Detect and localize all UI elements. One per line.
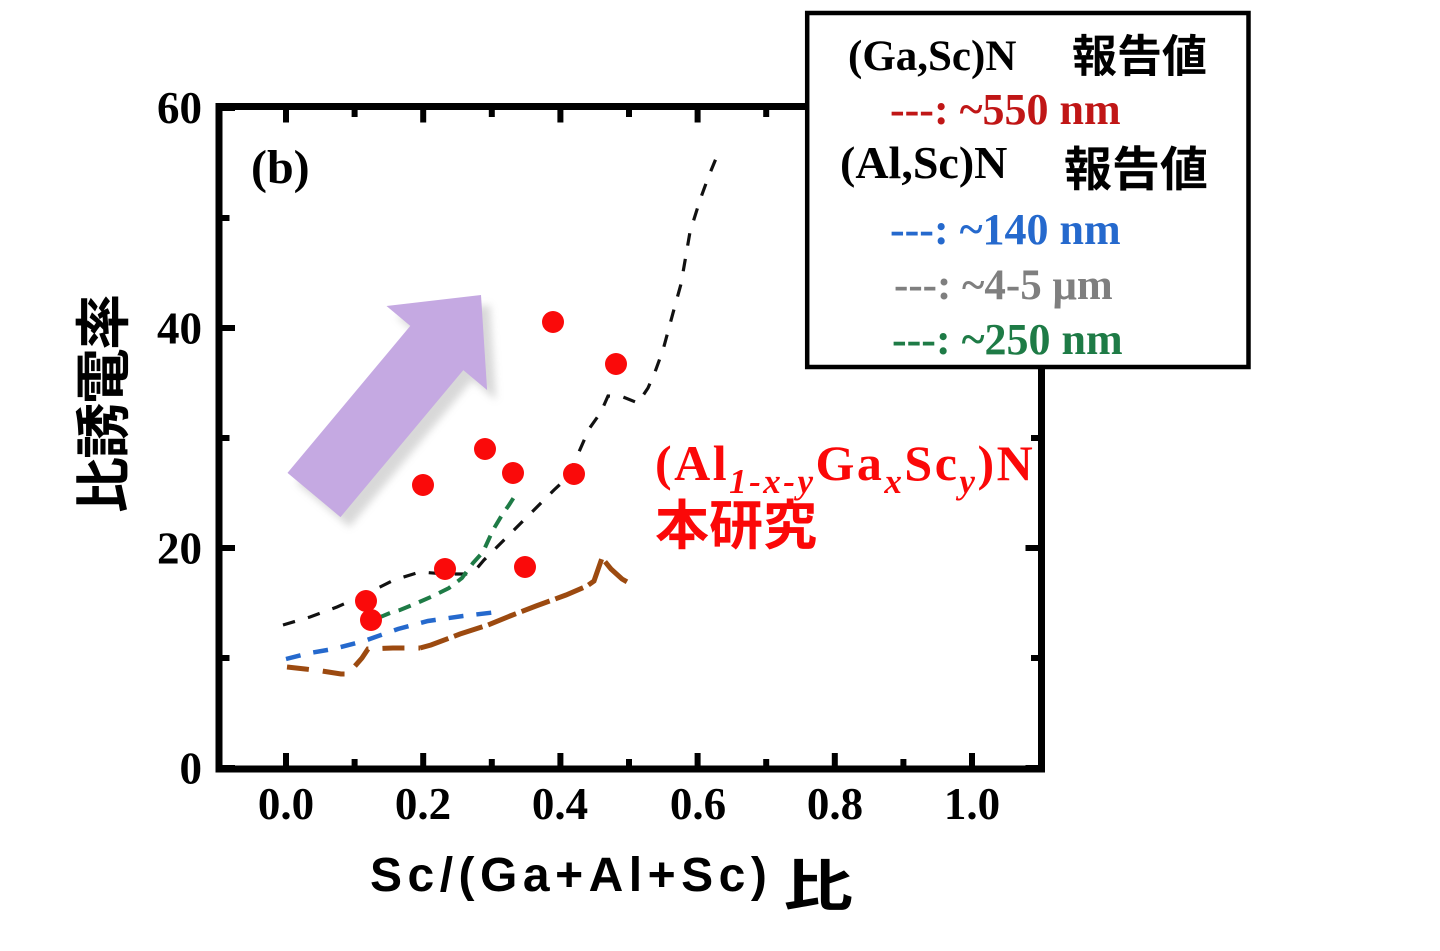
svg-text:0: 0 — [180, 744, 203, 794]
svg-text:1.0: 1.0 — [944, 779, 1000, 829]
svg-text:0.2: 0.2 — [395, 779, 451, 829]
svg-text:(Ga,Sc)N: (Ga,Sc)N — [848, 33, 1016, 80]
svg-text:40: 40 — [157, 304, 202, 354]
svg-text:---: ~550 nm: ---: ~550 nm — [890, 85, 1121, 134]
svg-text:(b): (b) — [251, 141, 310, 194]
svg-text:---: ~140 nm: ---: ~140 nm — [890, 205, 1121, 254]
svg-text:0.6: 0.6 — [670, 779, 726, 829]
svg-text:20: 20 — [157, 524, 202, 574]
svg-text:0.8: 0.8 — [807, 779, 863, 829]
svg-text:60: 60 — [157, 83, 202, 133]
svg-text:(Al,Sc)N: (Al,Sc)N — [840, 137, 1007, 188]
svg-text:0.0: 0.0 — [258, 779, 314, 829]
svg-text:(Al1-x-yGaxScy)N: (Al1-x-yGaxScy)N — [655, 435, 1035, 501]
svg-text:0.4: 0.4 — [532, 779, 588, 829]
svg-text:---: ~250 nm: ---: ~250 nm — [892, 315, 1123, 364]
svg-text:Sc/(Ga+Al+Sc): Sc/(Ga+Al+Sc) — [370, 849, 772, 902]
svg-text:---: ~4-5 μm: ---: ~4-5 μm — [894, 262, 1113, 309]
